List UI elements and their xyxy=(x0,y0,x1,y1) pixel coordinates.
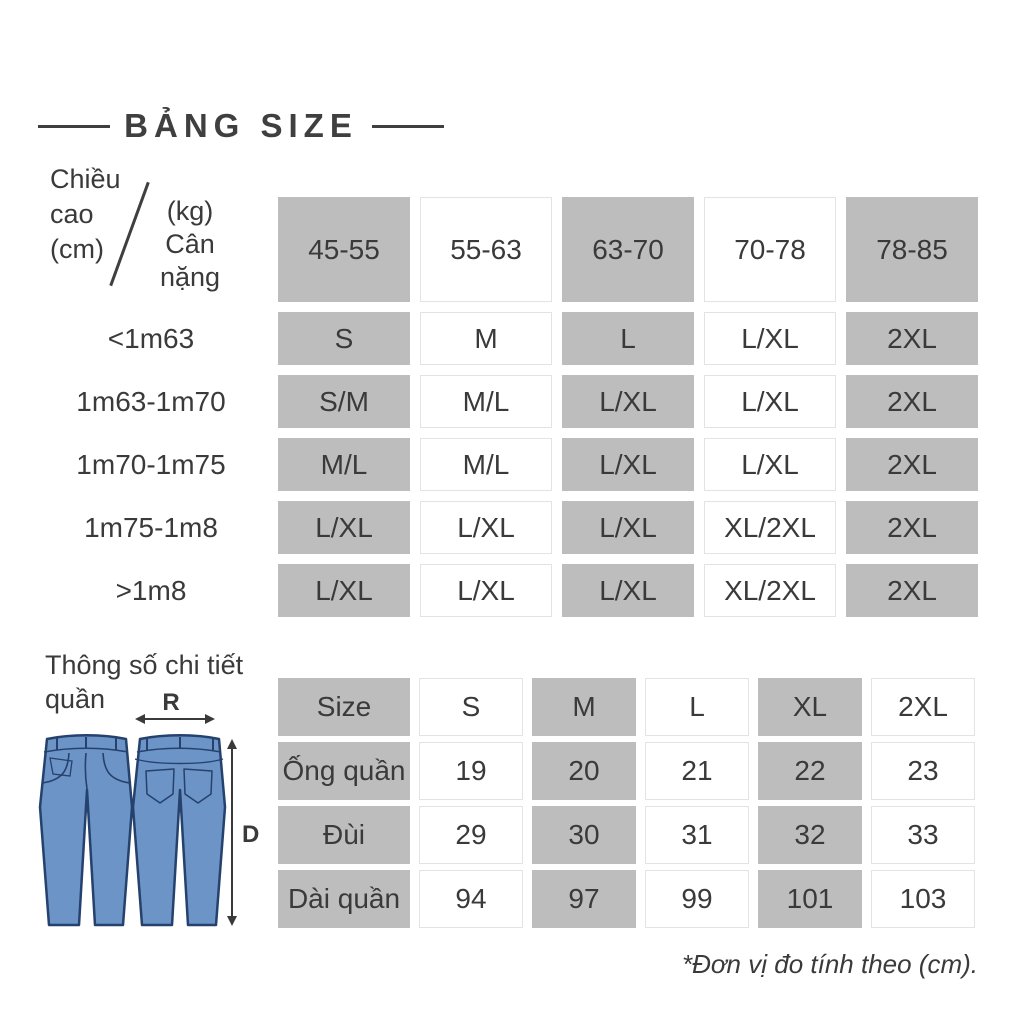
detail-col-header: L xyxy=(645,678,749,736)
size-cell: M xyxy=(420,312,552,365)
size-cell: XL/2XL xyxy=(704,501,836,554)
jeans-back-illustration xyxy=(131,734,227,927)
detail-cell: 101 xyxy=(758,870,862,928)
weight-header-cell: 45-55 xyxy=(278,197,410,302)
detail-row-label: Đùi xyxy=(278,806,410,864)
size-cell: 2XL xyxy=(846,501,978,554)
detail-row-label: Ống quần xyxy=(278,742,410,800)
detail-cell: 99 xyxy=(645,870,749,928)
length-measure-label: D xyxy=(242,821,259,848)
height-axis-label: Chiều cao (cm) xyxy=(50,164,121,264)
detail-col-header: 2XL xyxy=(871,678,975,736)
detail-cell: 29 xyxy=(419,806,523,864)
detail-section-heading: Thông số chi tiết quần xyxy=(45,650,244,714)
size-matrix-table: 45-55 55-63 63-70 70-78 78-85 S M L L/XL… xyxy=(278,197,978,617)
height-row-label: <1m63 xyxy=(107,322,195,354)
size-cell: L/XL xyxy=(562,564,694,617)
size-cell: 2XL xyxy=(846,312,978,365)
size-cell: M/L xyxy=(420,438,552,491)
width-arrow-icon xyxy=(135,714,215,724)
detail-cell: 22 xyxy=(758,742,862,800)
detail-corner-header: Size xyxy=(278,678,410,736)
size-cell: L/XL xyxy=(278,564,410,617)
height-row-labels: <1m63 1m63-1m70 1m70-1m75 1m75-1m8 >1m8 xyxy=(40,312,262,617)
size-cell: L xyxy=(562,312,694,365)
detail-cell: 21 xyxy=(645,742,749,800)
size-cell: L/XL xyxy=(562,501,694,554)
pants-detail-table: Size S M L XL 2XL Ống quần 19 20 21 22 2… xyxy=(278,678,975,928)
detail-cell: 32 xyxy=(758,806,862,864)
page-title-row: BẢNG SIZE xyxy=(38,106,444,146)
width-measure-label: R xyxy=(162,692,179,716)
size-cell: L/XL xyxy=(562,375,694,428)
height-row-label: >1m8 xyxy=(115,574,187,606)
detail-cell: 20 xyxy=(532,742,636,800)
size-cell: 2XL xyxy=(846,564,978,617)
detail-cell: 19 xyxy=(419,742,523,800)
size-cell: S/M xyxy=(278,375,410,428)
size-cell: L/XL xyxy=(562,438,694,491)
weight-header-cell: 55-63 xyxy=(420,197,552,302)
detail-row-label: Dài quần xyxy=(278,870,410,928)
height-row-label: 1m63-1m70 xyxy=(76,385,226,417)
detail-cell: 23 xyxy=(871,742,975,800)
size-cell: S xyxy=(278,312,410,365)
title-rule-right xyxy=(371,124,444,128)
size-cell: 2XL xyxy=(846,375,978,428)
weight-header-cell: 78-85 xyxy=(846,197,978,302)
size-cell: M/L xyxy=(420,375,552,428)
weight-axis-label: (kg) Cân nặng xyxy=(159,196,221,292)
unit-footnote: *Đơn vị đo tính theo (cm). xyxy=(681,949,978,979)
length-arrow-icon xyxy=(227,739,237,926)
detail-cell: 97 xyxy=(532,870,636,928)
detail-col-header: XL xyxy=(758,678,862,736)
size-cell: L/XL xyxy=(704,312,836,365)
size-cell: L/XL xyxy=(420,501,552,554)
title-rule-left xyxy=(38,124,111,128)
size-cell: M/L xyxy=(278,438,410,491)
detail-cell: 94 xyxy=(419,870,523,928)
height-row-label: 1m70-1m75 xyxy=(76,448,226,480)
weight-header-cell: 63-70 xyxy=(562,197,694,302)
size-cell: L/XL xyxy=(704,375,836,428)
detail-cell: 30 xyxy=(532,806,636,864)
page-title: BẢNG SIZE xyxy=(124,107,358,144)
pants-measurement-diagram: R D xyxy=(38,692,259,927)
weight-header-cell: 70-78 xyxy=(704,197,836,302)
detail-col-header: M xyxy=(532,678,636,736)
size-cell: L/XL xyxy=(278,501,410,554)
detail-col-header: S xyxy=(419,678,523,736)
detail-cell: 31 xyxy=(645,806,749,864)
size-cell: 2XL xyxy=(846,438,978,491)
size-cell: XL/2XL xyxy=(704,564,836,617)
height-row-label: 1m75-1m8 xyxy=(84,511,218,543)
jeans-front-illustration xyxy=(38,734,134,927)
size-cell: L/XL xyxy=(420,564,552,617)
detail-cell: 103 xyxy=(871,870,975,928)
size-cell: L/XL xyxy=(704,438,836,491)
detail-cell: 33 xyxy=(871,806,975,864)
